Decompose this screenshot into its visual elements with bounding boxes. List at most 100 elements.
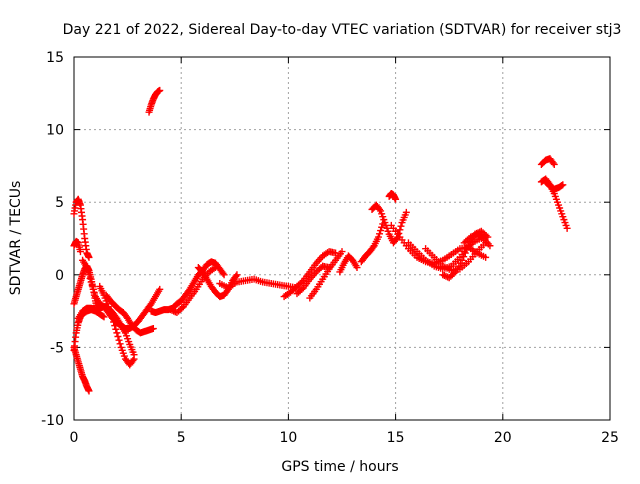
y-axis-label: SDTVAR / TECUs — [8, 181, 24, 296]
series-arc-08 — [96, 282, 138, 369]
data-point — [353, 264, 361, 272]
data-point — [219, 269, 227, 277]
data-point — [558, 182, 566, 190]
x-tick-label: 20 — [494, 430, 512, 446]
series-arc-14 — [216, 275, 301, 292]
data-point — [129, 356, 137, 364]
data-point — [212, 264, 220, 272]
data-point — [376, 230, 384, 238]
data-point — [166, 306, 174, 314]
data-point — [114, 333, 122, 341]
data-point — [76, 248, 84, 256]
data-point — [468, 232, 476, 240]
axes — [73, 56, 611, 421]
series-arc-18 — [336, 252, 361, 276]
data-point — [83, 264, 91, 272]
series-arc-19 — [357, 220, 387, 266]
data-point — [168, 306, 176, 314]
data-point — [109, 314, 117, 322]
plot-frame — [73, 56, 611, 421]
series-arc-26 — [460, 230, 494, 250]
x-tick-label: 10 — [279, 430, 297, 446]
data-point — [84, 267, 92, 275]
data-point — [378, 223, 386, 231]
grid — [74, 57, 610, 420]
y-tick-label: 15 — [46, 50, 64, 66]
chart-title: Day 221 of 2022, Sidereal Day-to-day VTE… — [63, 22, 622, 38]
series-arc-01 — [70, 195, 93, 261]
data-point — [156, 285, 164, 293]
data-point — [210, 265, 218, 273]
x-tick-label: 15 — [387, 430, 405, 446]
series-arc-29 — [542, 178, 567, 193]
y-tick-label: 10 — [46, 123, 64, 139]
data-point — [374, 233, 382, 241]
data-point — [178, 304, 186, 312]
data-point — [111, 322, 119, 330]
data-point — [232, 272, 240, 280]
data-point — [99, 312, 107, 320]
data-point — [458, 256, 466, 264]
data-point — [90, 289, 98, 297]
data-point — [559, 181, 567, 189]
series-arc-11 — [147, 258, 228, 317]
x-tick-label: 5 — [177, 430, 186, 446]
data-point — [115, 336, 123, 344]
series-arc-10 — [145, 86, 164, 116]
data-point — [298, 285, 306, 293]
data-point — [463, 245, 471, 253]
y-tick-label: -10 — [41, 413, 64, 429]
data-point — [220, 271, 228, 279]
data-point — [440, 272, 448, 280]
data-point — [397, 222, 405, 230]
x-axis-label: GPS time / hours — [281, 459, 398, 475]
data-point — [85, 253, 93, 261]
y-tick-label: -5 — [50, 340, 64, 356]
data-point — [113, 329, 121, 337]
data-point — [130, 355, 138, 363]
data-points — [70, 86, 571, 395]
data-point — [396, 226, 404, 234]
series-arc-21 — [385, 189, 400, 203]
y-tick-label: 0 — [55, 268, 64, 284]
data-point — [439, 271, 447, 279]
data-point — [149, 325, 157, 333]
data-point — [393, 235, 401, 242]
data-point — [233, 271, 241, 279]
data-point — [482, 253, 490, 261]
data-point — [116, 340, 124, 348]
data-point — [376, 205, 384, 213]
data-point — [317, 264, 325, 272]
data-point — [87, 278, 95, 286]
data-point — [85, 387, 93, 395]
data-point — [563, 224, 571, 232]
data-point — [444, 273, 452, 281]
data-point — [89, 285, 97, 293]
data-point — [86, 274, 94, 282]
data-point — [85, 271, 93, 279]
series-arc-02 — [70, 237, 84, 256]
data-point — [486, 242, 494, 250]
ticks: 0 5 10 15 20 25 -10 -5 0 5 10 15 — [41, 50, 619, 446]
data-point — [338, 248, 346, 256]
data-point — [392, 195, 400, 203]
data-point — [156, 86, 164, 94]
data-point — [402, 208, 410, 216]
series-arc-28 — [537, 155, 558, 168]
data-point — [298, 278, 306, 286]
series-arc-15 — [280, 248, 340, 301]
data-point — [460, 253, 468, 261]
series-arc-27 — [537, 175, 571, 232]
y-tick-label: 5 — [55, 195, 64, 211]
x-tick-label: 0 — [70, 430, 79, 446]
series-arc-17 — [306, 248, 346, 302]
data-point — [461, 249, 469, 257]
series-arc-13 — [194, 264, 241, 301]
data-point — [369, 243, 377, 251]
data-point — [450, 269, 458, 277]
data-point — [377, 227, 385, 235]
series-arc-05 — [70, 306, 108, 354]
data-point — [100, 313, 108, 321]
